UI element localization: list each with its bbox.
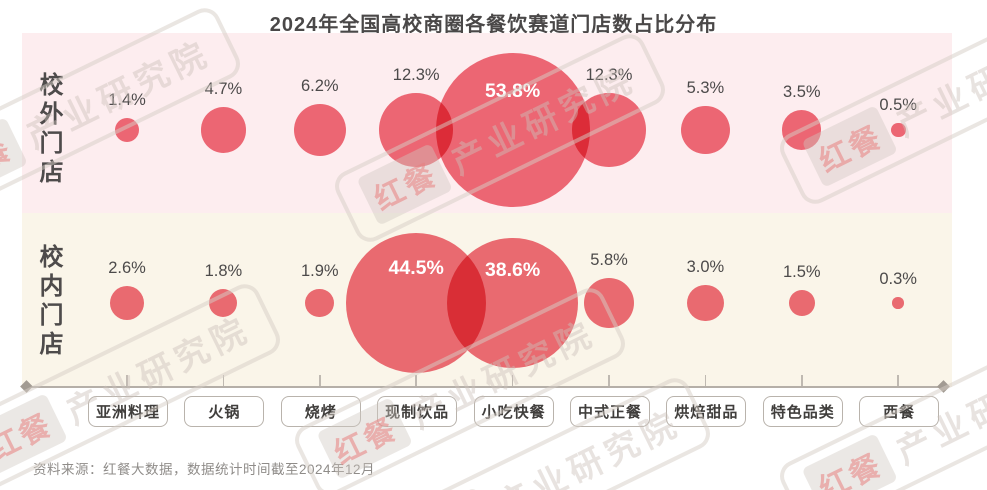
value-label: 4.7%	[204, 80, 243, 99]
category-box: 火锅	[184, 396, 265, 427]
axis-tick	[126, 375, 128, 386]
category-box: 现制饮品	[377, 396, 458, 427]
value-label: 2.6%	[108, 259, 146, 278]
category-box: 西餐	[859, 396, 940, 427]
value-label: 3.0%	[686, 257, 725, 276]
bubble	[447, 237, 578, 369]
category-box: 小吃快餐	[473, 396, 554, 427]
bubble	[200, 107, 247, 153]
row-label-on-campus: 校内门店	[35, 244, 62, 360]
bubble	[435, 52, 590, 207]
value-label: 0.3%	[879, 270, 917, 289]
source-note: 资料来源：红餐大数据，数据统计时间截至2024年12月	[33, 462, 376, 477]
bubble	[293, 103, 346, 157]
category-box: 特色品类	[762, 396, 843, 427]
bubble	[114, 117, 140, 143]
axis-tick	[704, 375, 707, 386]
axis-tick	[608, 375, 610, 386]
value-label: 38.6%	[484, 259, 541, 282]
value-label: 5.8%	[590, 250, 628, 269]
bubble	[890, 122, 906, 138]
value-label: 5.3%	[686, 78, 725, 97]
brand-logo: 红餐	[801, 433, 898, 490]
value-label: 0.5%	[879, 95, 917, 114]
value-label: 53.8%	[484, 80, 541, 103]
value-label: 1.9%	[300, 261, 339, 280]
category-box: 亚洲料理	[88, 396, 168, 427]
bubble	[681, 105, 730, 155]
category-box: 中式正餐	[570, 396, 650, 427]
value-label: 12.3%	[392, 66, 440, 85]
value-label: 44.5%	[388, 256, 444, 279]
bubble	[572, 93, 646, 167]
bubble	[305, 288, 335, 318]
bubble	[583, 277, 635, 329]
value-label: 6.2%	[300, 76, 339, 95]
value-label: 1.8%	[204, 261, 243, 280]
category-axis-line	[26, 386, 944, 388]
bubble	[209, 288, 238, 318]
bubble	[782, 110, 822, 150]
bubble	[110, 286, 144, 320]
row-label-off-campus: 校外门店	[35, 72, 62, 188]
value-label: 12.3%	[585, 66, 633, 85]
value-label: 1.5%	[782, 263, 821, 282]
bubble	[892, 297, 904, 309]
category-box: 烘焙甜品	[666, 396, 747, 427]
axis-tick	[511, 375, 514, 386]
axis-tick	[319, 375, 321, 386]
value-label: 1.4%	[108, 90, 146, 109]
value-label: 3.5%	[782, 83, 821, 102]
category-box: 烧烤	[280, 396, 361, 427]
chart-title: 2024年全国高校商圈各餐饮赛道门店数占比分布	[269, 14, 718, 36]
bubble	[687, 284, 724, 322]
axis-tick	[801, 375, 803, 386]
axis-tick	[415, 375, 417, 386]
bubble	[788, 290, 815, 316]
axis-tick	[222, 375, 225, 386]
axis-tick	[897, 375, 899, 386]
watermark-stamp: 红餐 产业研究院	[374, 372, 716, 490]
